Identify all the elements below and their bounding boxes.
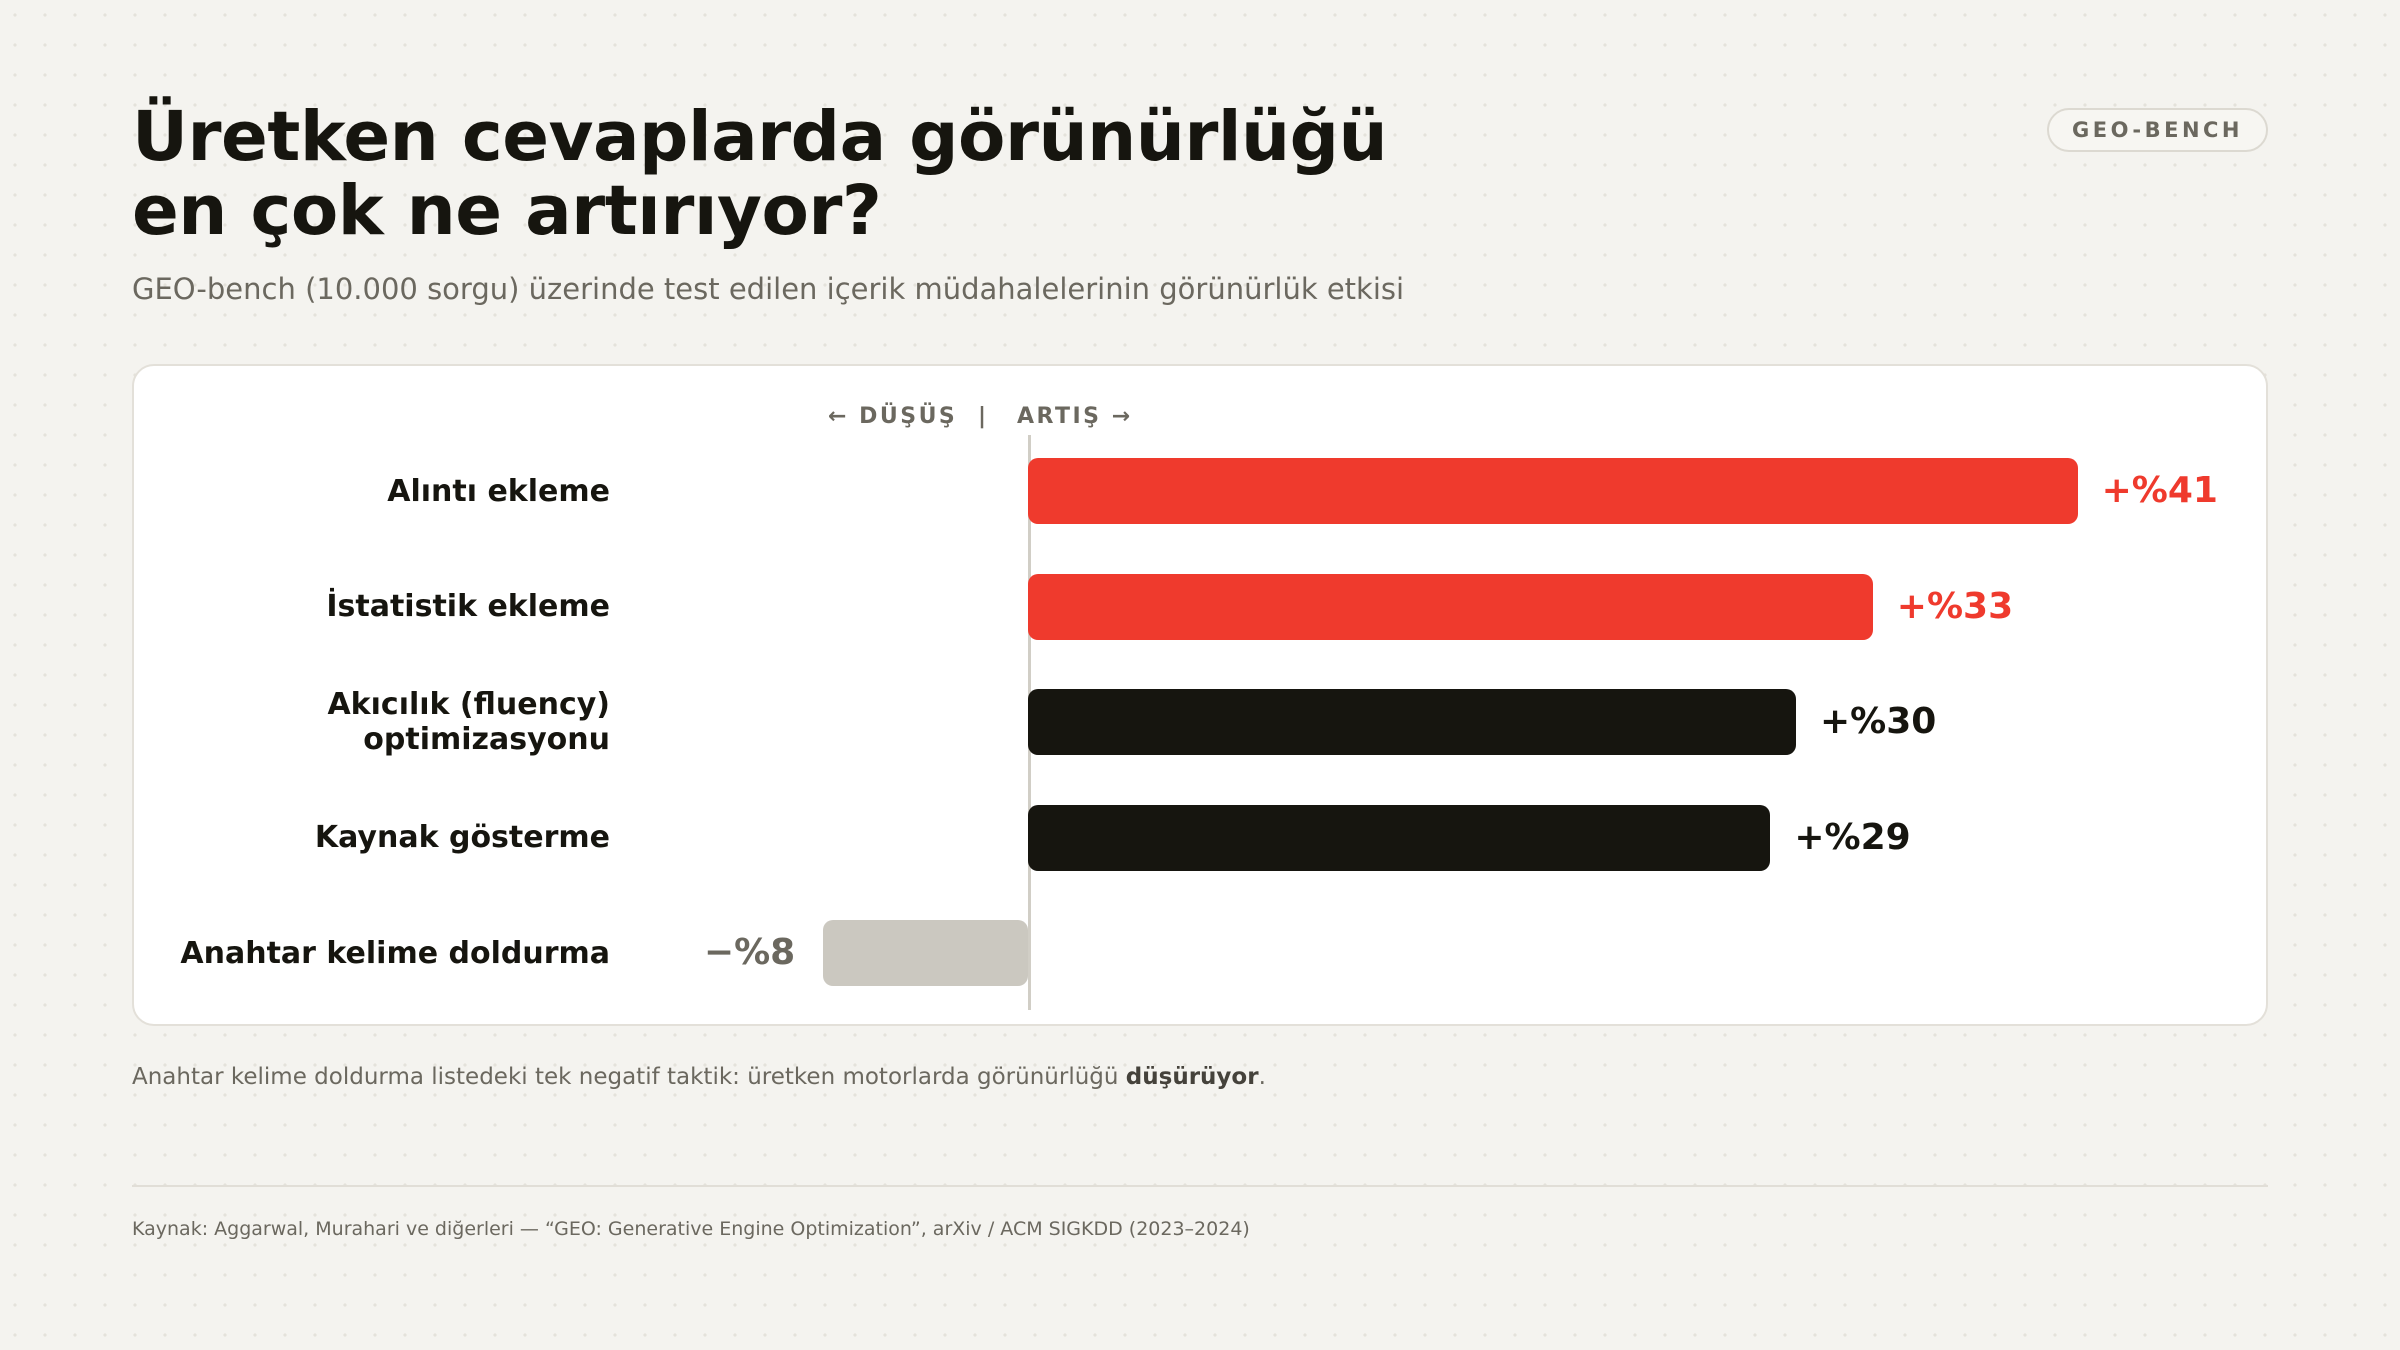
note-text: Anahtar kelime doldurma listedeki tek ne…: [132, 1064, 1126, 1090]
page-subtitle: GEO-bench (10.000 sorgu) üzerinde test e…: [132, 272, 1405, 306]
value-label-kaynak-gosterme: +%29: [1794, 816, 1911, 858]
category-label-alinti-ekleme: Alıntı ekleme: [170, 474, 610, 509]
title-line-2: en çok ne artırıyor?: [132, 171, 882, 251]
direction-separator: |: [978, 404, 989, 429]
page-title: Üretken cevaplarda görünürlüğü en çok ne…: [132, 97, 1388, 251]
bar-i-statistik-ekleme: [1028, 573, 1873, 640]
value-label-alinti-ekleme: +%41: [2101, 470, 2218, 511]
source-citation: Kaynak: Aggarwal, Murahari ve diğerleri …: [132, 1218, 1250, 1240]
bar-akicilik-fluency-optimizasyonu: [1028, 689, 1796, 755]
category-label-akicilik-fluency-optimizasyonu: Akıcılık (fluency) optimizasyonu: [170, 687, 610, 757]
title-line-1: Üretken cevaplarda görünürlüğü: [132, 97, 1388, 177]
note-end: .: [1258, 1064, 1266, 1090]
category-label-line: Kaynak gösterme: [314, 820, 610, 855]
bar-kaynak-gosterme: [1028, 804, 1771, 871]
direction-decrease-label: ← DÜŞÜŞ: [828, 404, 958, 429]
source-badge: GEO-BENCH: [2047, 108, 2268, 152]
category-label-line: Anahtar kelime doldurma: [180, 935, 610, 971]
category-label-kaynak-gosterme: Kaynak gösterme: [170, 820, 610, 855]
footer-divider: [132, 1185, 2268, 1187]
value-label-akicilik-fluency-optimizasyonu: +%30: [1820, 701, 1937, 742]
category-label-line: Akıcılık (fluency): [327, 687, 610, 722]
chart-note: Anahtar kelime doldurma listedeki tek ne…: [132, 1064, 1266, 1090]
note-emphasis: düşürüyor: [1125, 1064, 1259, 1090]
direction-increase-label: ARTIŞ →: [1017, 404, 1133, 429]
bar-anahtar-kelime-doldurma: [823, 920, 1028, 986]
value-label-anahtar-kelime-doldurma: −%8: [703, 932, 796, 973]
bar-alinti-ekleme: [1028, 458, 2078, 524]
category-label-line: optimizasyonu: [363, 722, 610, 757]
category-label-line: Alıntı ekleme: [387, 473, 610, 509]
category-label-line: İstatistik ekleme: [326, 589, 610, 624]
value-label-i-statistik-ekleme: +%33: [1896, 585, 2014, 627]
category-label-anahtar-kelime-doldurma: Anahtar kelime doldurma: [170, 936, 610, 971]
category-label-i-statistik-ekleme: İstatistik ekleme: [170, 589, 610, 624]
